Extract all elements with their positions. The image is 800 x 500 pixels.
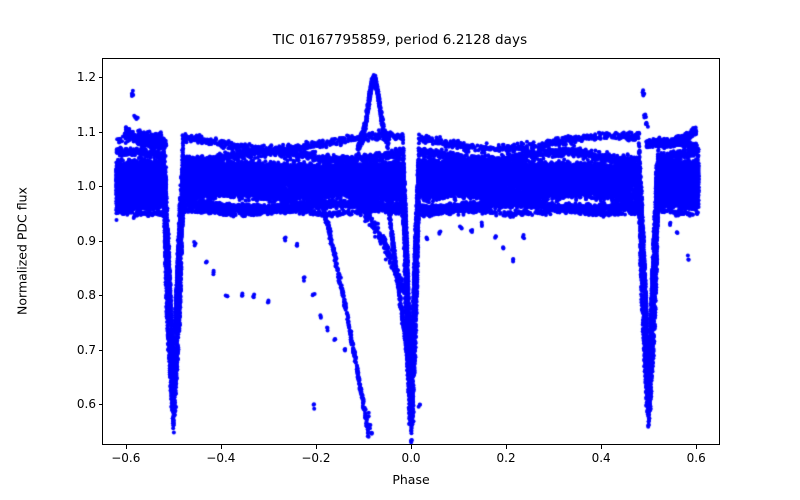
x-axis-tick-mark [506,445,507,449]
y-axis-tick-label: 1.1 [76,124,96,139]
y-axis-tick-mark [98,350,102,351]
y-axis-tick-label: 0.9 [76,233,96,248]
x-axis-tick-mark [221,445,222,449]
y-axis-tick-mark [98,186,102,187]
x-axis-tick-label: 0.0 [401,451,421,465]
x-axis-tick-label: −0.2 [301,451,331,465]
page-title: TIC 0167795859, period 6.2128 days [272,32,528,48]
y-axis-tick-mark [98,295,102,296]
y-axis-tick-label: 1.2 [76,70,96,85]
y-axis-tick-label: 1.0 [76,179,96,194]
y-axis-tick-mark [98,241,102,242]
x-axis-tick-mark [601,445,602,449]
y-axis-tick-mark [98,77,102,78]
x-axis-tick-mark [316,445,317,449]
x-axis-tick-label: 0.4 [591,451,611,465]
x-axis-tick-label: 0.6 [686,451,706,465]
y-axis-label: Normalized PDC flux [14,187,30,315]
x-axis-tick-label: −0.6 [111,451,141,465]
y-axis-tick-mark [98,132,102,133]
x-axis-tick-label: 0.2 [496,451,516,465]
x-axis-tick-mark [126,445,127,449]
x-axis-tick-label: −0.4 [206,451,236,465]
plot-axes-frame [102,58,720,445]
y-axis-tick-label: 0.8 [76,288,96,303]
x-axis-tick-mark [411,445,412,449]
x-axis-label: Phase [392,472,430,487]
x-axis-tick-mark [696,445,697,449]
scatter-plot-canvas [103,59,719,444]
y-axis-tick-mark [98,404,102,405]
y-axis-tick-label: 0.7 [76,342,96,357]
y-axis-tick-label: 0.6 [76,397,96,412]
